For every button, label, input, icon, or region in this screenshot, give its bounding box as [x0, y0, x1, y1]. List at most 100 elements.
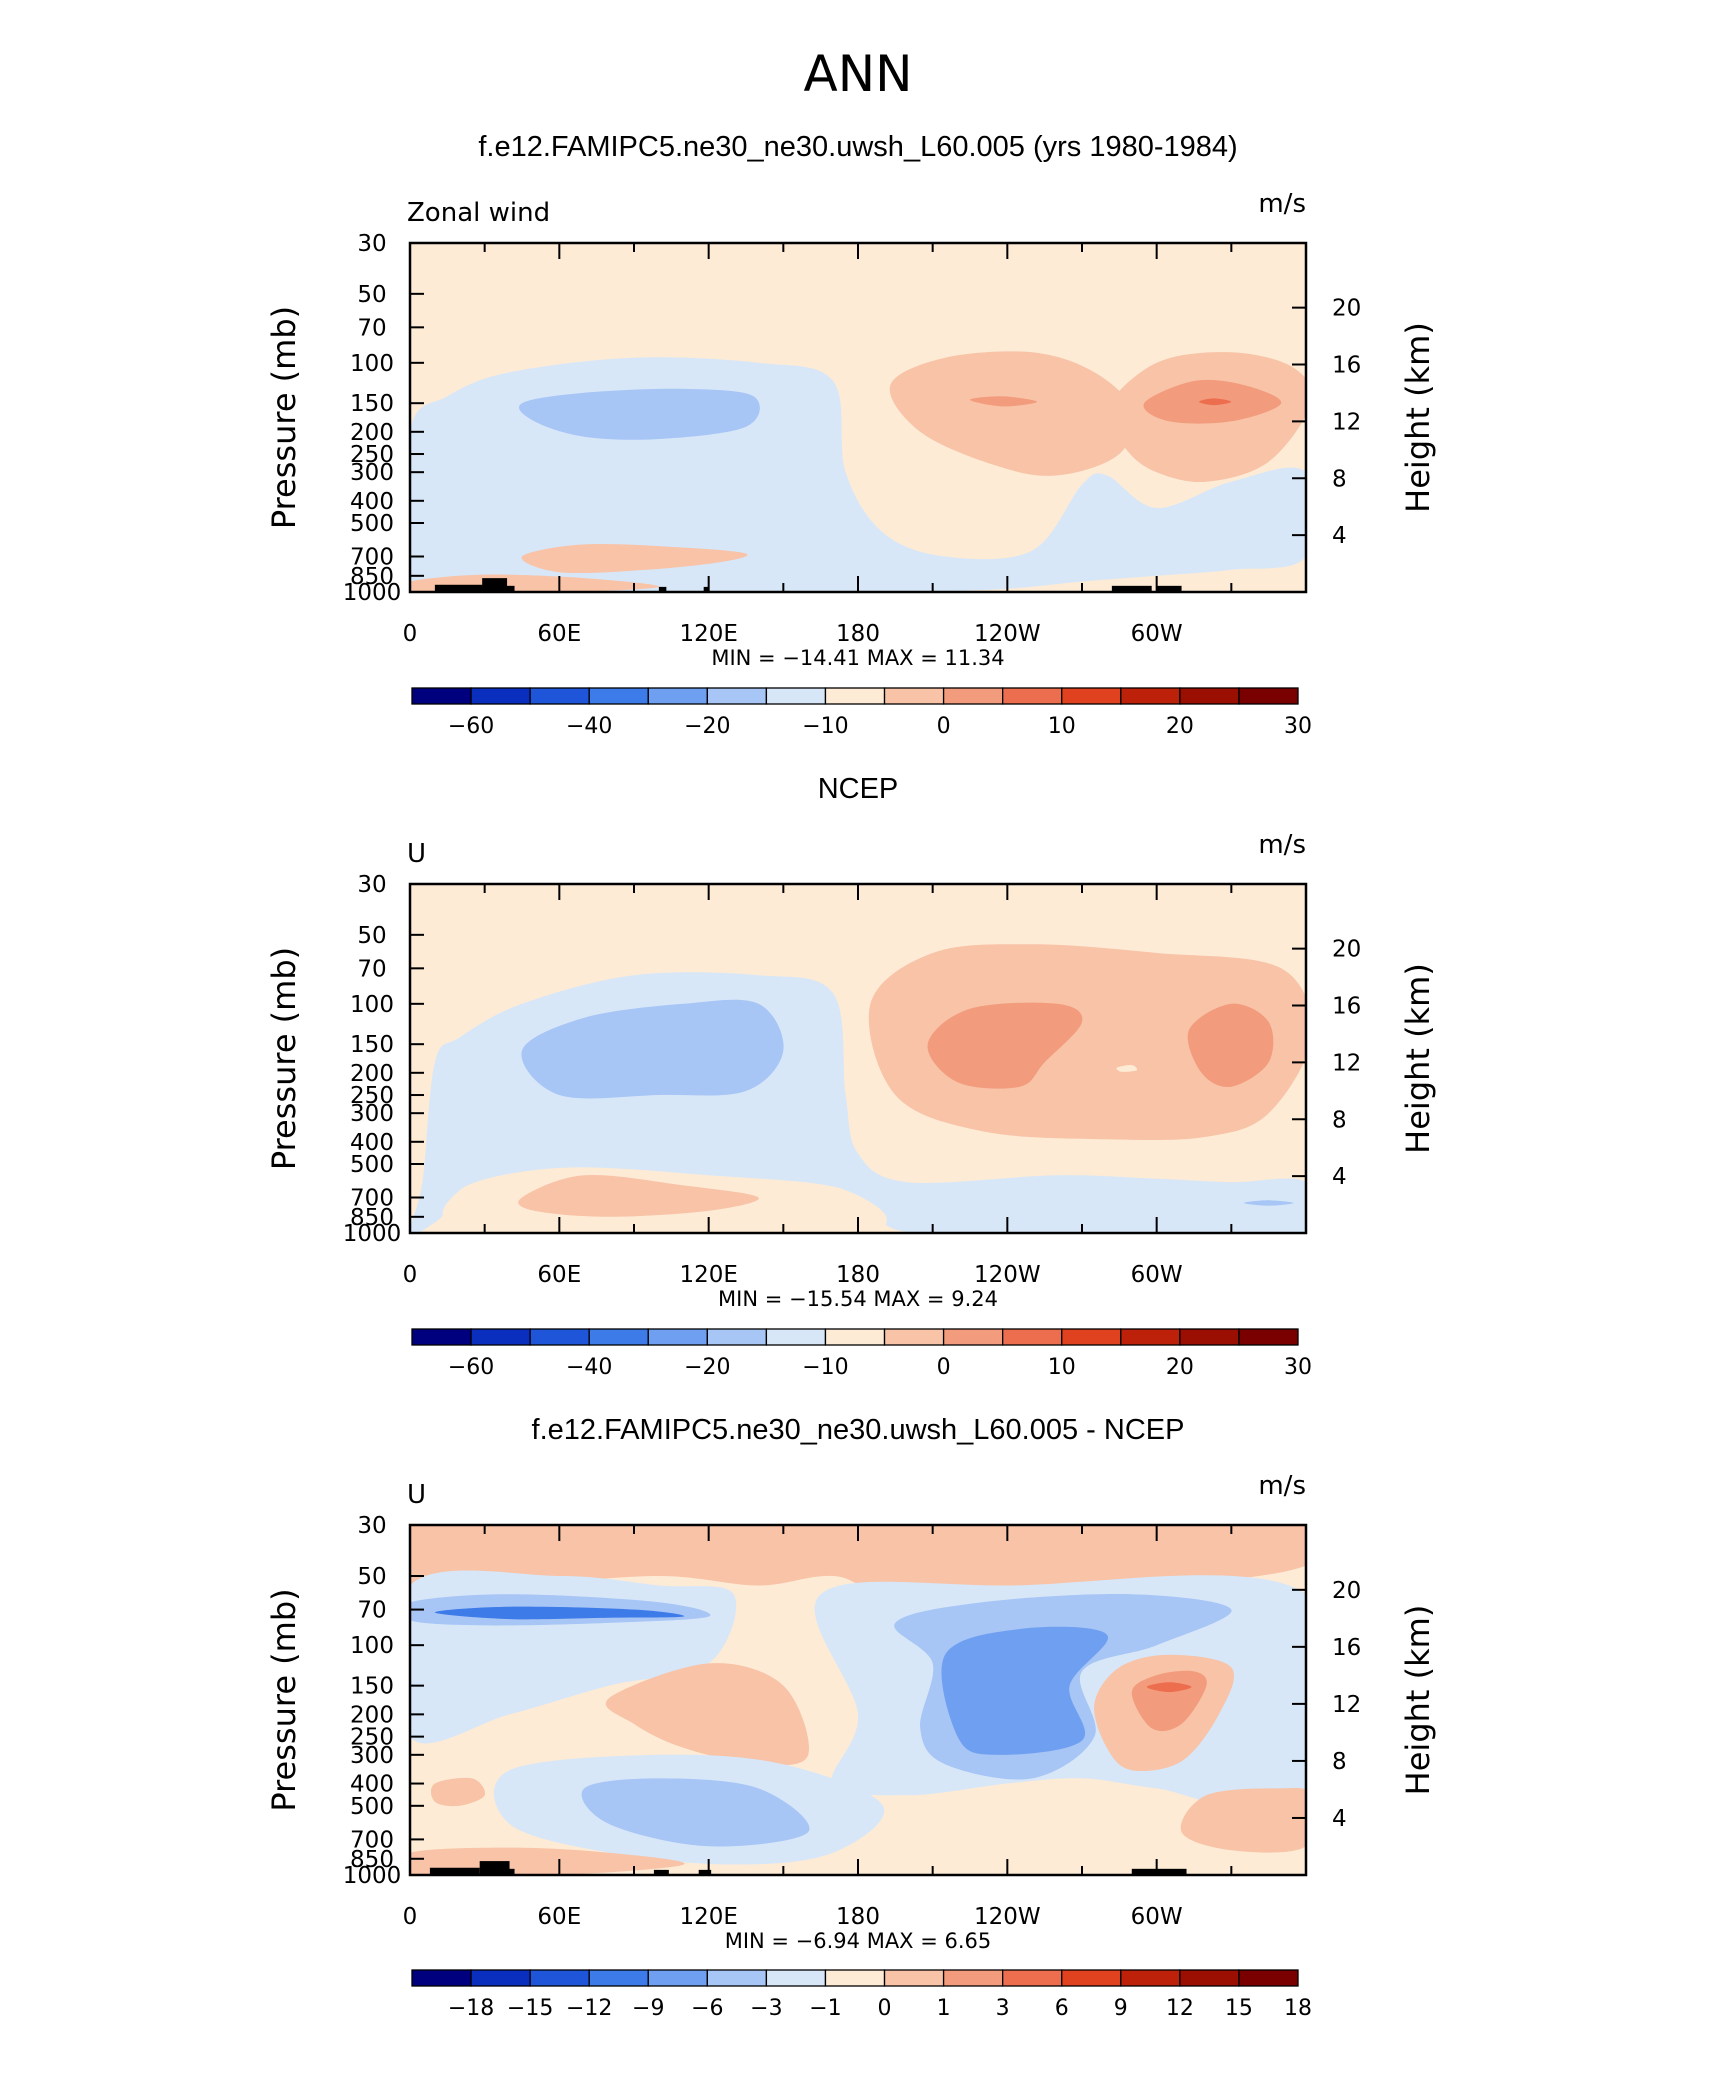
colorbar-swatch: [824, 687, 886, 705]
min-max-stats: MIN = −6.94 MAX = 6.65: [725, 1929, 992, 1953]
colorbar-swatch: [942, 1328, 1004, 1346]
chart-panel-2: NCEP U m/s 0 60E 120E 180 120W 60W MIN = −15.54 M…: [265, 773, 1437, 1380]
colorbar-label: −15: [507, 1996, 553, 2021]
colorbar-swatch: [470, 687, 531, 705]
contour-positive-middle: [605, 1663, 810, 1766]
colorbar-label: −9: [632, 1996, 664, 2021]
chart-panel-3: f.e12.FAMIPC5.ne30_ne30.uwsh_L60.005 - N…: [265, 1414, 1437, 2021]
height-tick-label: 8: [1332, 1107, 1347, 1133]
height-tick-label: 8: [1332, 466, 1347, 492]
colorbar-swatch: [706, 1969, 768, 1987]
colorbar-swatch: [1002, 1328, 1063, 1346]
colorbar-swatch: [1120, 687, 1181, 705]
colorbar-swatch: [883, 1328, 945, 1346]
colorbar-swatch: [529, 1328, 590, 1346]
y-tick-label: 150: [350, 1032, 394, 1058]
y-axis-label: Pressure (mb): [265, 947, 303, 1170]
x-tick-label: 120W: [974, 1904, 1041, 1930]
y-tick-label: 70: [357, 1598, 386, 1624]
colorbar-label: −18: [448, 1996, 494, 2021]
y-tick-label: 250: [350, 1725, 394, 1751]
x-tick-label: 120W: [974, 1262, 1041, 1288]
colorbar-swatch: [588, 1328, 649, 1346]
colorbar-swatch: [588, 1969, 649, 1987]
colorbar-swatch: [765, 1328, 827, 1346]
topography-mask: [502, 585, 515, 592]
y-tick-label: 100: [350, 1633, 394, 1659]
y-tick-label: 300: [350, 1101, 394, 1127]
topography-mask: [1156, 585, 1182, 592]
colorbar-swatch: [647, 1328, 708, 1346]
height-tick-label: 12: [1332, 1692, 1361, 1718]
colorbar-label: −20: [684, 1355, 730, 1380]
colorbar-swatch: [470, 1328, 531, 1346]
y-tick-label: 850: [350, 1847, 394, 1873]
topography-mask: [703, 586, 709, 592]
height-tick-label: 4: [1332, 1164, 1347, 1190]
height-tick-label: 12: [1332, 1050, 1361, 1076]
colorbar-label: −10: [802, 714, 848, 739]
colorbar-label: −10: [802, 1355, 848, 1380]
colorbar-label: 0: [878, 1996, 892, 2021]
contour-positive-lower-east: [1180, 1788, 1306, 1853]
y-tick-label: 400: [350, 489, 394, 515]
y-tick-label: 50: [357, 1564, 386, 1590]
contour-jet-core-east: [1187, 1003, 1274, 1088]
panel-title: f.e12.FAMIPC5.ne30_ne30.uwsh_L60.005 - N…: [532, 1414, 1185, 1446]
height-tick-label: 16: [1332, 1635, 1361, 1661]
y-axis-label: Pressure (mb): [265, 306, 303, 529]
colorbar-swatch: [706, 1328, 768, 1346]
colorbar-swatch: [824, 1969, 886, 1987]
height-tick-label: 8: [1332, 1749, 1347, 1775]
y-axis-label: Pressure (mb): [265, 1588, 303, 1811]
topography-mask: [1131, 1868, 1187, 1875]
colorbar-swatch: [765, 1969, 827, 1987]
y-tick-label: 30: [357, 231, 386, 257]
colorbar-label: 0: [937, 1355, 951, 1380]
topography-mask: [429, 1867, 480, 1875]
colorbar-label: 1: [937, 1996, 951, 2021]
y-tick-label: 30: [357, 1513, 386, 1539]
x-tick-label: 120E: [679, 621, 737, 647]
panel-title: f.e12.FAMIPC5.ne30_ne30.uwsh_L60.005 (yr…: [478, 131, 1237, 163]
colorbar-label: 10: [1048, 1355, 1076, 1380]
y-tick-label: 200: [350, 420, 394, 446]
x-tick-label: 60E: [537, 1904, 581, 1930]
colorbar-swatch: [411, 1328, 472, 1346]
contour-jet-max-east: [1199, 398, 1232, 406]
colorbar-label: 20: [1166, 714, 1194, 739]
colorbar-swatch: [1120, 1328, 1181, 1346]
y-tick-label: 850: [350, 1205, 394, 1231]
x-tick-label: 120E: [679, 1904, 737, 1930]
colorbar-swatch: [765, 687, 827, 705]
y-tick-label: 250: [350, 1083, 394, 1109]
colorbar-label: −60: [448, 714, 494, 739]
y-tick-label: 500: [350, 1794, 394, 1820]
topography-mask: [479, 1861, 510, 1875]
y-tick-label: 70: [357, 315, 386, 341]
colorbar-label: 12: [1166, 1996, 1194, 2021]
colorbar-swatch: [1061, 1969, 1122, 1987]
colorbar-swatch: [883, 1969, 945, 1987]
y-tick-label: 70: [357, 956, 386, 982]
colorbar-label: −12: [566, 1996, 612, 2021]
colorbar-swatch: [647, 1969, 708, 1987]
colorbar-swatch: [1179, 1969, 1240, 1987]
x-tick-label: 0: [403, 1262, 418, 1288]
height-tick-label: 4: [1332, 523, 1347, 549]
colorbar-label: 10: [1048, 714, 1076, 739]
contour-upper-positive: [410, 1525, 1306, 1595]
y-tick-label: 250: [350, 442, 394, 468]
y-tick-label: 30: [357, 872, 386, 898]
colorbar-label: −40: [566, 714, 612, 739]
colorbar-swatch: [1061, 687, 1122, 705]
colorbar-label: 0: [937, 714, 951, 739]
y-tick-label: 150: [350, 391, 394, 417]
colorbar-swatch: [647, 687, 708, 705]
units-label: m/s: [1258, 1471, 1306, 1501]
topography-mask: [658, 586, 667, 592]
colorbar-swatch: [1238, 1969, 1299, 1987]
colorbar-swatch: [470, 1969, 531, 1987]
colorbar-label: −1: [809, 1996, 841, 2021]
height-axis-label: Height (km): [1399, 322, 1437, 513]
